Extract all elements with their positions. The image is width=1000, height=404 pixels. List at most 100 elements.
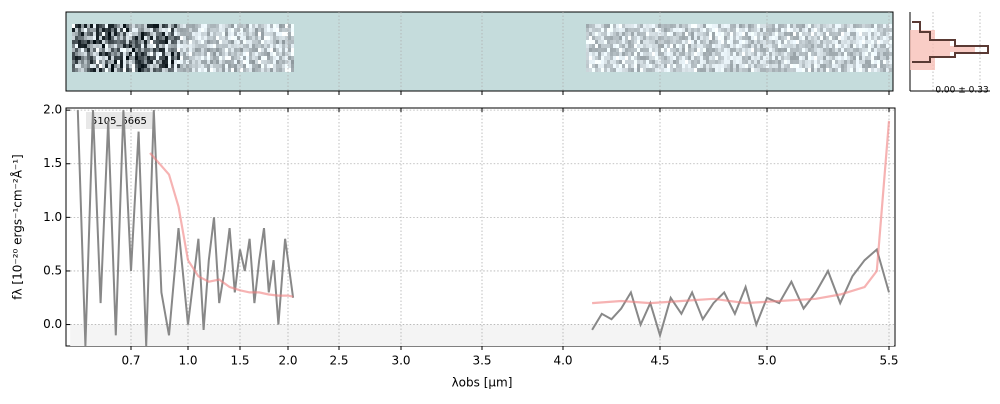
pixel: [775, 60, 778, 64]
pixel: [276, 28, 279, 32]
pixel: [105, 44, 108, 48]
pixel: [132, 60, 135, 64]
pixel: [613, 44, 616, 48]
pixel: [778, 44, 781, 48]
pixel: [165, 56, 168, 60]
pixel: [273, 48, 276, 52]
pixel: [820, 48, 823, 52]
pixel: [775, 24, 778, 28]
pixel: [685, 68, 688, 72]
pixel: [877, 40, 880, 44]
pixel: [225, 40, 228, 44]
pixel: [90, 52, 93, 56]
pixel: [138, 52, 141, 56]
x-tick-label: 4.5: [650, 354, 669, 368]
pixel: [880, 24, 883, 28]
pixel: [745, 68, 748, 72]
pixel: [198, 68, 201, 72]
pixel: [153, 60, 156, 64]
pixel: [658, 40, 661, 44]
pixel: [81, 52, 84, 56]
pixel: [132, 36, 135, 40]
pixel: [871, 40, 874, 44]
pixel: [673, 48, 676, 52]
pixel: [646, 24, 649, 28]
pixel: [255, 64, 258, 68]
pixel: [844, 28, 847, 32]
pixel: [670, 36, 673, 40]
pixel: [201, 40, 204, 44]
pixel: [75, 56, 78, 60]
pixel: [622, 48, 625, 52]
pixel: [114, 56, 117, 60]
pixel: [856, 60, 859, 64]
pixel: [204, 40, 207, 44]
pixel: [225, 32, 228, 36]
pixel: [796, 64, 799, 68]
pixel: [703, 40, 706, 44]
pixel: [213, 64, 216, 68]
pixel: [72, 60, 75, 64]
pixel: [703, 44, 706, 48]
pixel: [595, 56, 598, 60]
pixel: [117, 56, 120, 60]
pixel: [787, 28, 790, 32]
pixel: [889, 24, 892, 28]
pixel: [189, 44, 192, 48]
pixel: [141, 28, 144, 32]
pixel: [129, 32, 132, 36]
pixel: [856, 48, 859, 52]
pixel: [697, 52, 700, 56]
pixel: [628, 68, 631, 72]
pixel: [228, 36, 231, 40]
y-tick-label: 2.0: [43, 103, 62, 117]
pixel: [883, 44, 886, 48]
pixel: [162, 64, 165, 68]
pixel: [730, 24, 733, 28]
pixel: [625, 24, 628, 28]
pixel: [622, 56, 625, 60]
pixel: [766, 36, 769, 40]
pixel: [598, 64, 601, 68]
pixel: [664, 28, 667, 32]
pixel: [156, 40, 159, 44]
pixel: [586, 32, 589, 36]
pixel: [616, 28, 619, 32]
pixel: [634, 68, 637, 72]
pixel: [706, 56, 709, 60]
pixel: [138, 60, 141, 64]
pixel: [775, 52, 778, 56]
pixel: [117, 44, 120, 48]
pixel: [688, 32, 691, 36]
pixel: [75, 28, 78, 32]
pixel: [742, 68, 745, 72]
pixel: [216, 40, 219, 44]
pixel: [228, 60, 231, 64]
pixel: [820, 52, 823, 56]
pixel: [655, 24, 658, 28]
pixel: [78, 44, 81, 48]
pixel: [135, 24, 138, 28]
pixel: [877, 68, 880, 72]
pixel: [607, 52, 610, 56]
pixel: [228, 68, 231, 72]
pixel: [832, 40, 835, 44]
pixel: [261, 40, 264, 44]
pixel: [240, 48, 243, 52]
pixel: [204, 60, 207, 64]
pixel: [180, 56, 183, 60]
pixel: [637, 36, 640, 40]
pixel: [739, 68, 742, 72]
pixel: [120, 40, 123, 44]
pixel: [772, 32, 775, 36]
pixel: [285, 28, 288, 32]
pixel: [72, 32, 75, 36]
pixel: [174, 36, 177, 40]
pixel: [234, 44, 237, 48]
pixel: [868, 32, 871, 36]
pixel: [102, 32, 105, 36]
pixel: [126, 56, 129, 60]
pixel: [637, 32, 640, 36]
pixel: [724, 60, 727, 64]
pixel: [829, 40, 832, 44]
